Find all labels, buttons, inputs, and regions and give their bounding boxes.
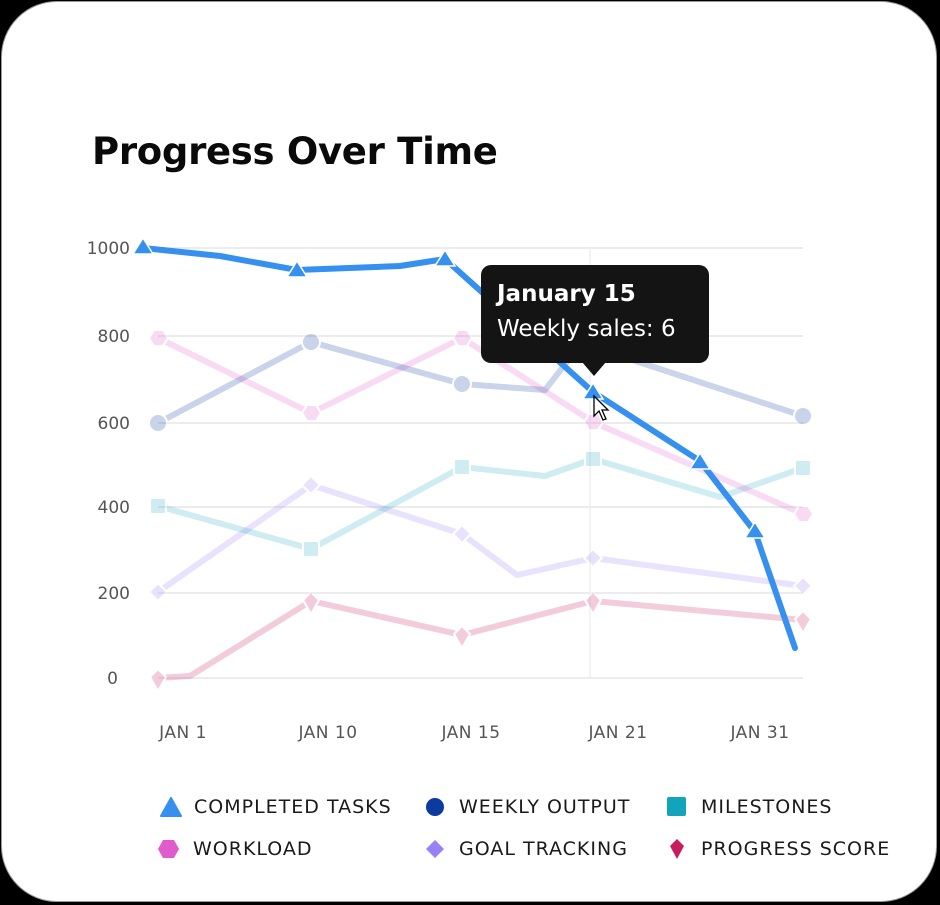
triangle-marker	[743, 520, 767, 539]
series-goal-tracking[interactable]	[147, 474, 814, 603]
diamond-marker	[147, 581, 169, 603]
diamond-marker	[451, 523, 473, 545]
legend-label: MILESTONES	[701, 796, 833, 818]
series-completed-tasks[interactable]	[131, 236, 798, 651]
tooltip-title: January 15	[497, 281, 636, 307]
legend-label: COMPLETED TASKS	[194, 796, 392, 818]
diamond-marker	[792, 575, 814, 597]
mouse-cursor-icon	[593, 394, 610, 421]
hexagon-marker	[582, 413, 605, 431]
legend-label: WORKLOAD	[193, 838, 313, 860]
tooltip: January 15 Weekly sales: 6	[481, 265, 709, 363]
triangle-marker	[433, 248, 457, 267]
kite-marker	[301, 590, 321, 617]
hexagon-marker	[792, 505, 815, 523]
chart-title: Progress Over Time	[92, 130, 498, 173]
series-progress-score[interactable]	[148, 590, 813, 694]
triangle-marker	[688, 451, 712, 470]
tooltip-arrow	[582, 362, 606, 376]
square-marker	[584, 450, 602, 468]
legend-item-milestones[interactable]: MILESTONES	[667, 796, 833, 818]
square-icon	[667, 797, 686, 816]
kite-diamond-icon	[670, 839, 684, 859]
series-workload[interactable]	[147, 329, 815, 523]
y-tick: 600	[98, 414, 130, 434]
triangle-icon	[160, 797, 182, 817]
circle-marker	[301, 332, 321, 352]
y-tick: 1000	[87, 239, 130, 259]
x-axis: JAN 1 JAN 10 JAN 15 JAN 21 JAN 31	[158, 723, 789, 743]
hexagon-marker	[147, 329, 170, 347]
kite-marker	[452, 624, 472, 651]
triangle-marker	[131, 236, 155, 255]
x-tick: JAN 31	[729, 723, 789, 743]
y-tick: 400	[98, 498, 130, 518]
hexagon-marker	[451, 329, 474, 347]
kite-marker	[583, 590, 603, 617]
circle-marker	[452, 374, 472, 394]
square-marker	[302, 540, 320, 558]
y-tick: 800	[98, 327, 130, 347]
diamond-marker	[300, 474, 322, 496]
legend-label: WEEKLY OUTPUT	[459, 796, 631, 818]
x-tick: JAN 21	[587, 723, 647, 743]
square-marker	[149, 497, 167, 515]
x-tick: JAN 15	[440, 723, 500, 743]
legend-item-weekly-output[interactable]: WEEKLY OUTPUT	[425, 796, 630, 818]
kite-marker	[148, 667, 168, 694]
x-tick: JAN 1	[158, 723, 207, 743]
series-milestones[interactable]	[149, 450, 812, 558]
hexagon-marker	[300, 404, 323, 422]
x-tick: JAN 10	[297, 723, 357, 743]
y-axis: 1000 800 600 400 200 0	[87, 239, 130, 689]
legend-item-completed-tasks[interactable]: COMPLETED TASKS	[160, 796, 392, 818]
tooltip-body: Weekly sales: 6	[497, 316, 676, 342]
triangle-marker	[285, 259, 309, 278]
legend-item-workload[interactable]: WORKLOAD	[157, 838, 313, 860]
legend-label: PROGRESS SCORE	[701, 838, 891, 860]
kite-marker	[793, 609, 813, 636]
square-marker	[794, 459, 812, 477]
circle-marker	[148, 413, 168, 433]
circle-marker	[793, 406, 813, 426]
hexagon-icon	[158, 840, 179, 858]
legend-item-goal-tracking[interactable]: GOAL TRACKING	[425, 838, 628, 860]
circle-icon	[426, 798, 444, 816]
diamond-icon	[426, 840, 444, 858]
square-marker	[453, 458, 471, 476]
legend-item-progress-score[interactable]: PROGRESS SCORE	[667, 838, 890, 860]
legend-label: GOAL TRACKING	[459, 838, 628, 860]
y-tick: 200	[98, 584, 130, 604]
triangle-marker	[581, 381, 605, 400]
y-tick: 0	[107, 669, 118, 689]
diamond-marker	[582, 547, 604, 569]
